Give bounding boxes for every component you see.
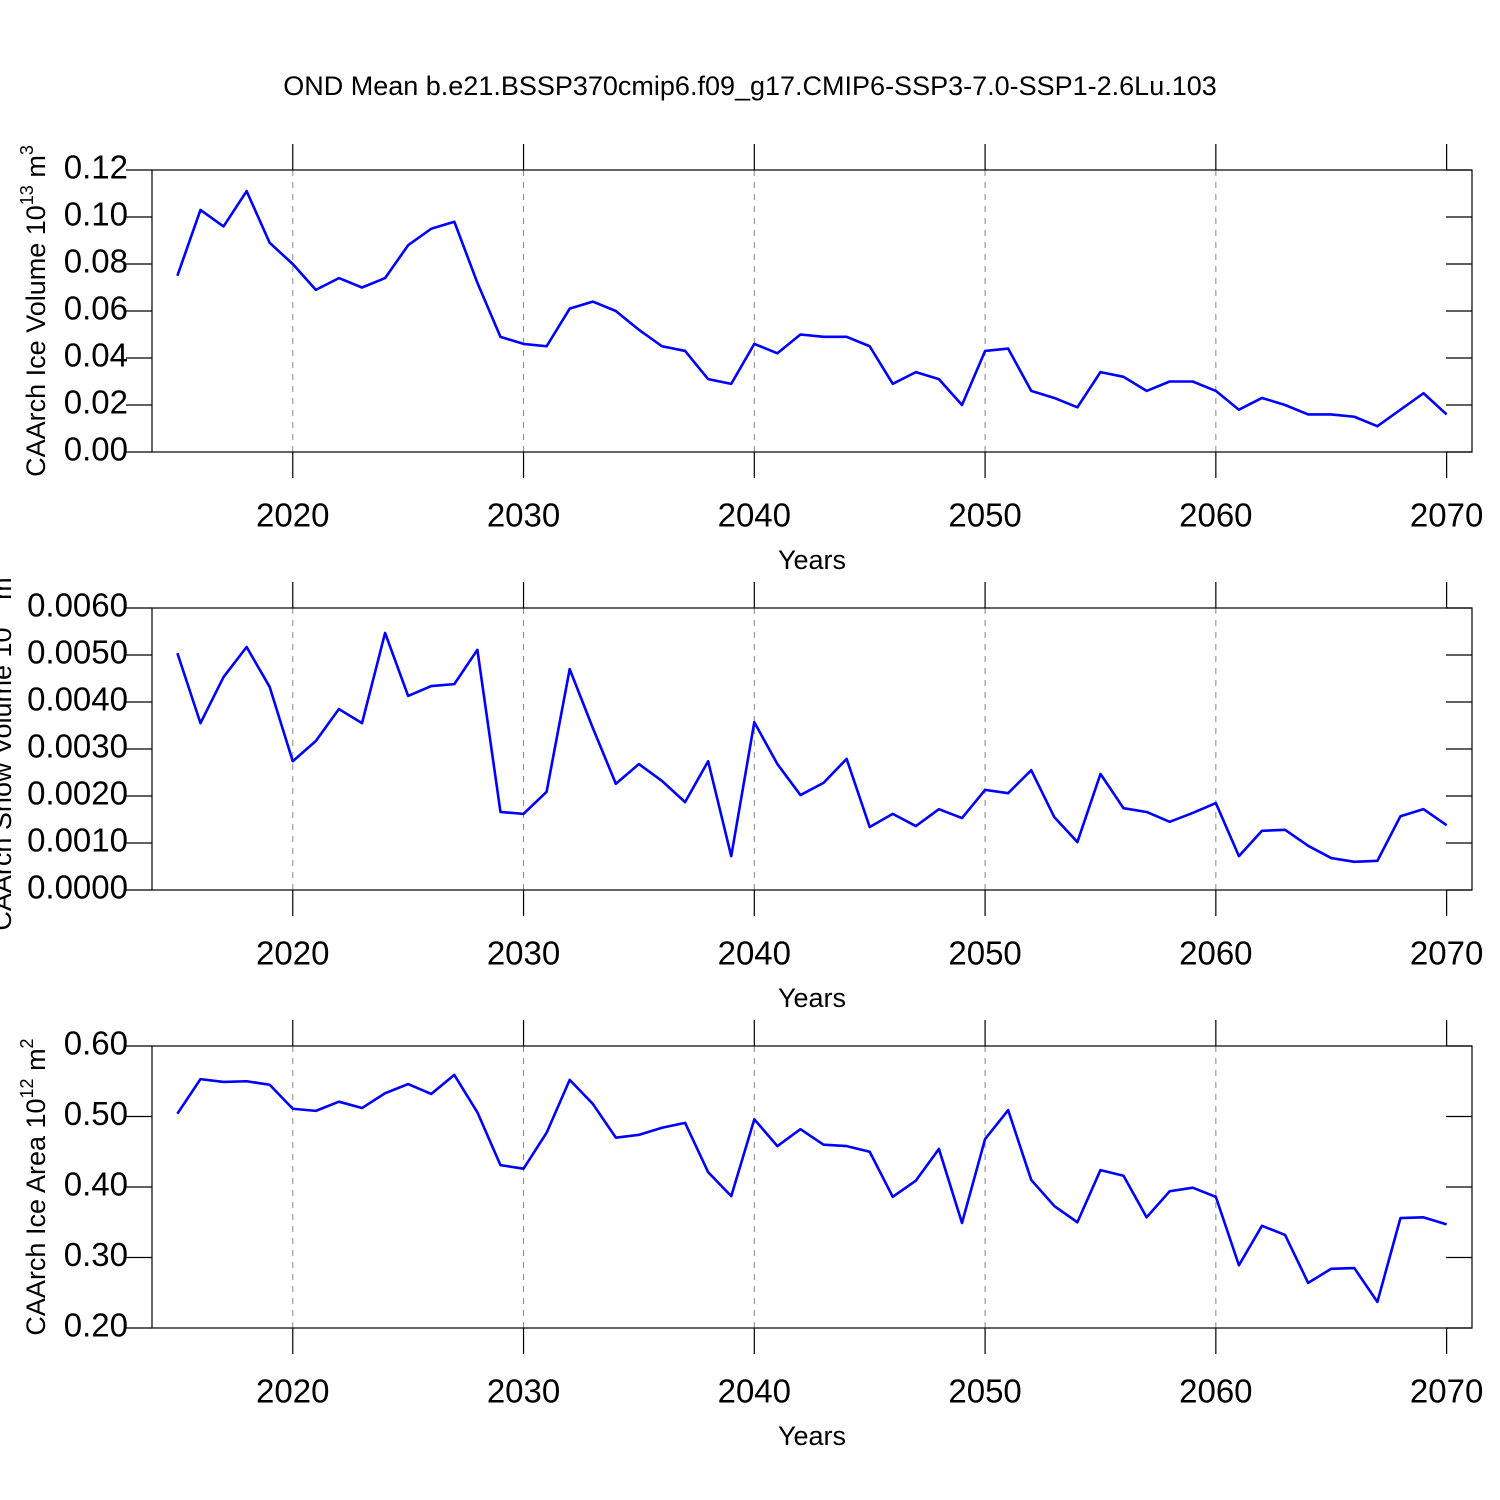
y-axis-label-part: 13 [0, 607, 3, 627]
data-line [176, 1073, 1447, 1304]
y-tick-label: 0.0050 [27, 634, 128, 671]
y-axis-label: CAArch Snow Volume 1013 m3 [0, 567, 17, 930]
y-tick-label: 0.06 [64, 290, 128, 327]
y-axis-label-part: CAArch Snow Volume 10 [0, 627, 17, 930]
y-axis-label-part: 3 [0, 567, 3, 577]
y-tick-label: 0.0060 [27, 587, 128, 624]
x-axis-label: Years [778, 1421, 846, 1451]
y-tick-label: 0.0030 [27, 728, 128, 765]
y-tick-label: 0.20 [64, 1307, 128, 1344]
x-tick-label: 2040 [718, 935, 791, 972]
y-axis-label-part: 2 [17, 1038, 37, 1048]
data-line [176, 631, 1448, 864]
x-tick-label: 2060 [1179, 497, 1252, 534]
y-axis-label-part: m [21, 155, 51, 185]
x-tick-label: 2020 [256, 1373, 329, 1410]
y-tick-label: 0.12 [64, 149, 128, 186]
x-tick-label: 2030 [487, 497, 560, 534]
y-axis-label-part: 12 [17, 1078, 37, 1098]
y-axis-label: CAArch Ice Volume 1013 m3 [17, 145, 51, 477]
x-tick-label: 2050 [948, 1373, 1021, 1410]
x-axis-label: Years [778, 545, 846, 575]
y-tick-label: 0.40 [64, 1166, 128, 1203]
x-tick-label: 2050 [948, 935, 1021, 972]
y-axis-label-part: 13 [17, 185, 37, 205]
plot-frame [151, 169, 1473, 453]
x-tick-label: 2030 [487, 1373, 560, 1410]
x-tick-label: 2070 [1410, 1373, 1483, 1410]
y-tick-label: 0.0040 [27, 681, 128, 718]
y-tick-label: 0.10 [64, 196, 128, 233]
y-tick-label: 0.0000 [27, 869, 128, 906]
y-tick-label: 0.50 [64, 1095, 128, 1132]
y-axis-label: CAArch Ice Area 1012 m2 [17, 1038, 51, 1335]
plot-frame [151, 607, 1473, 891]
y-tick-label: 0.0020 [27, 775, 128, 812]
y-tick-label: 0.00 [64, 431, 128, 468]
y-tick-label: 0.08 [64, 243, 128, 280]
x-tick-label: 2050 [948, 497, 1021, 534]
y-tick-label: 0.60 [64, 1025, 128, 1062]
y-axis-label-part: CAArch Ice Volume 10 [21, 205, 51, 477]
x-tick-label: 2070 [1410, 935, 1483, 972]
data-line [176, 189, 1448, 428]
y-tick-label: 0.30 [64, 1236, 128, 1273]
y-tick-label: 0.02 [64, 384, 128, 421]
x-tick-label: 2040 [718, 1373, 791, 1410]
x-tick-label: 2070 [1410, 497, 1483, 534]
y-axis-label-part: CAArch Ice Area 10 [21, 1098, 51, 1335]
x-tick-label: 2020 [256, 497, 329, 534]
y-tick-label: 0.0010 [27, 822, 128, 859]
plot-frame [151, 1045, 1473, 1329]
y-axis-label-part: m [0, 577, 17, 607]
y-axis-label-part: m [21, 1048, 51, 1078]
y-axis-label-part: 3 [17, 145, 37, 155]
x-tick-label: 2020 [256, 935, 329, 972]
x-axis-label: Years [778, 983, 846, 1013]
x-tick-label: 2060 [1179, 1373, 1252, 1410]
x-tick-label: 2030 [487, 935, 560, 972]
chart-title: OND Mean b.e21.BSSP370cmip6.f09_g17.CMIP… [283, 71, 1217, 101]
x-tick-label: 2060 [1179, 935, 1252, 972]
y-tick-label: 0.04 [64, 337, 128, 374]
x-tick-label: 2040 [718, 497, 791, 534]
